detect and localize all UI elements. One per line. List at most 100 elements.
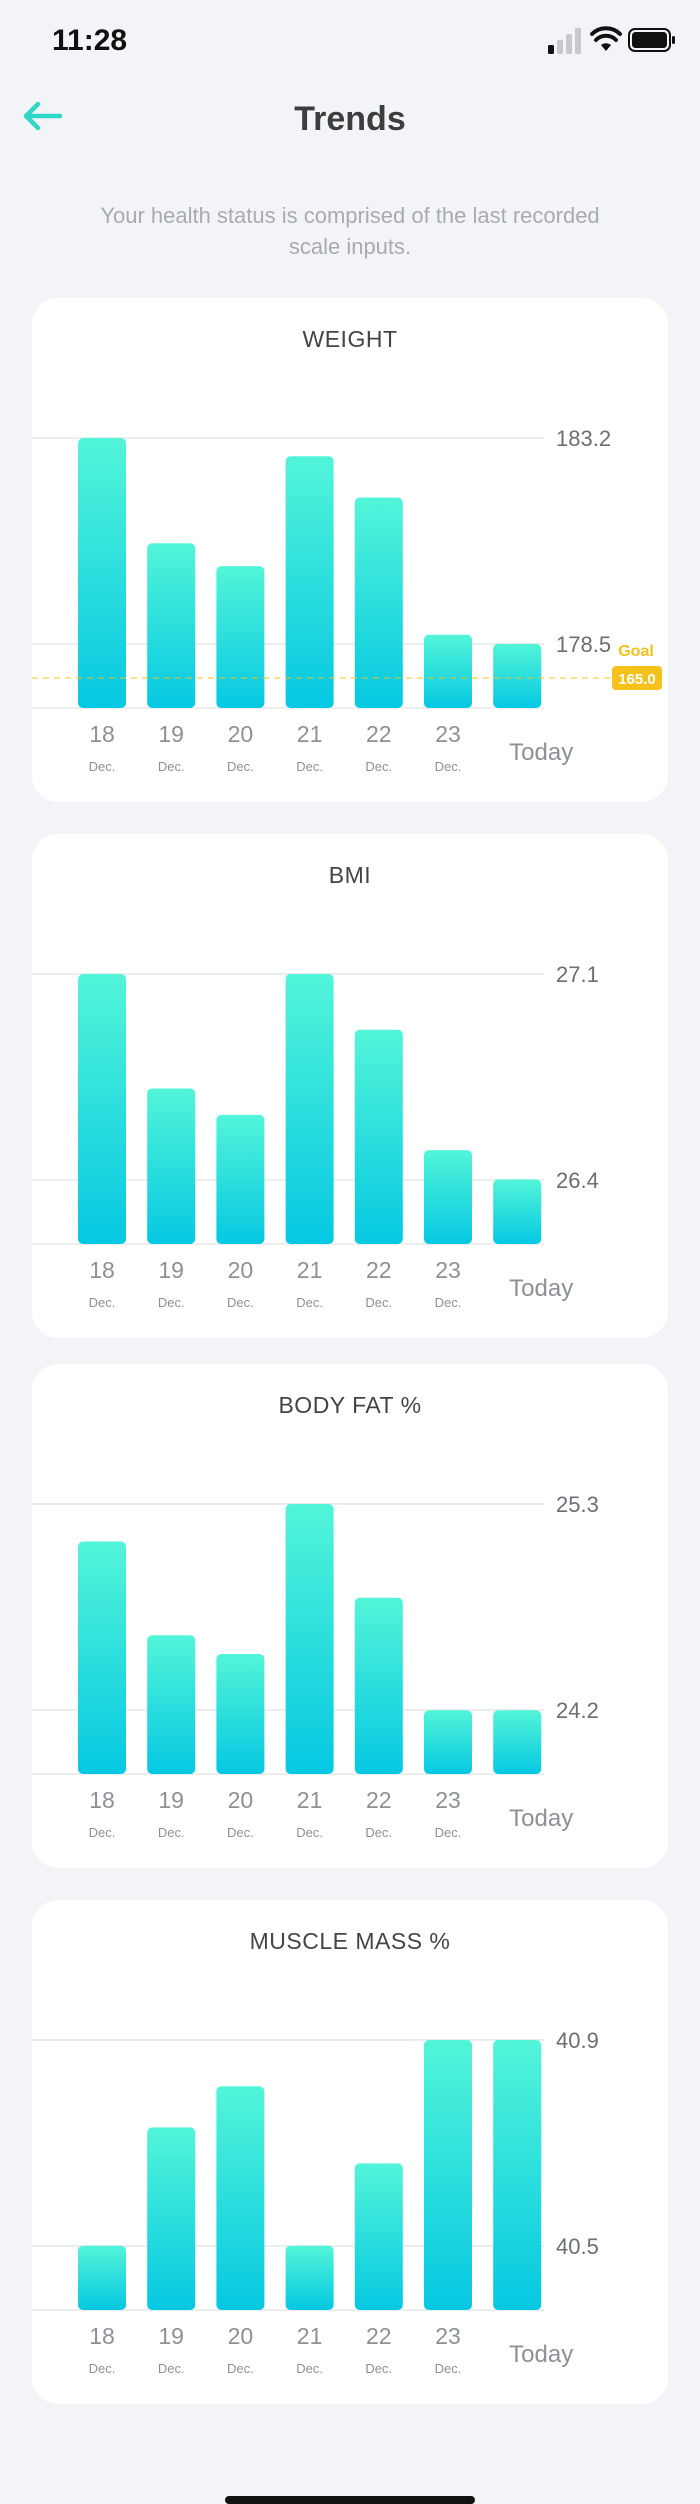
goal-label: Goal bbox=[618, 643, 654, 660]
muscle-mass-card: MUSCLE MASS % 40.9 40.5 18 Dec. 19 Dec. 20 Dec.… bbox=[32, 1900, 668, 2404]
x-tick-sublabel: Dec. bbox=[158, 1825, 185, 1840]
x-tick-label: Today bbox=[509, 739, 573, 766]
bar-today bbox=[493, 1179, 542, 1244]
bar-19 bbox=[147, 1635, 196, 1774]
body-fat-card: BODY FAT % 25.3 24.2 18 Dec. 19 Dec. 20 Dec. 21 D… bbox=[32, 1364, 668, 1868]
bar-22 bbox=[354, 1597, 403, 1774]
card-title: BODY FAT % bbox=[278, 1392, 422, 1418]
bar-21 bbox=[285, 1504, 334, 1774]
x-tick-label: 22 bbox=[366, 721, 392, 747]
y-tick-label: 40.9 bbox=[556, 2028, 599, 2053]
x-tick-label: 22 bbox=[366, 1257, 392, 1283]
x-tick-sublabel: Dec. bbox=[227, 1825, 254, 1840]
x-tick-sublabel: Dec. bbox=[89, 2361, 116, 2376]
bar-18 bbox=[78, 2245, 126, 2310]
x-tick-label: 22 bbox=[366, 1787, 392, 1813]
card-title: WEIGHT bbox=[302, 326, 398, 352]
x-tick-sublabel: Dec. bbox=[435, 759, 462, 774]
x-tick-label: Today bbox=[509, 1805, 573, 1832]
x-tick-sublabel: Dec. bbox=[158, 1295, 185, 1310]
x-tick-sublabel: Dec. bbox=[227, 759, 254, 774]
bar-20 bbox=[216, 566, 265, 708]
x-tick-sublabel: Dec. bbox=[365, 2361, 392, 2376]
y-tick-label: 24.2 bbox=[556, 1698, 599, 1723]
bar-today bbox=[493, 2040, 542, 2310]
bar-today bbox=[493, 643, 542, 708]
x-tick-label: 20 bbox=[228, 721, 254, 747]
x-tick-label: 19 bbox=[158, 2323, 184, 2349]
bmi-card: BMI 27.1 26.4 18 Dec. 19 Dec. 20 Dec. 21 Dec. 22 De… bbox=[32, 834, 668, 1338]
x-tick-label: 20 bbox=[228, 2323, 254, 2349]
x-tick-label: Today bbox=[509, 2341, 573, 2368]
bar-today bbox=[493, 1710, 542, 1774]
bar-21 bbox=[285, 456, 334, 708]
x-tick-label: 21 bbox=[297, 2323, 323, 2349]
bar-19 bbox=[147, 2127, 196, 2310]
bar-23 bbox=[424, 1150, 472, 1244]
wifi-icon bbox=[590, 26, 622, 51]
status-bar: 11:28 bbox=[0, 0, 700, 84]
weight-chart: 183.2 178.5 18 Dec. 19 Dec. 20 Dec. 21 Dec. 22 Dec.… bbox=[32, 426, 662, 774]
weight-card: WEIGHT 183.2 178.5 18 Dec. 19 Dec. 20 Dec. 21 Dec… bbox=[32, 298, 668, 802]
x-tick-sublabel: Dec. bbox=[227, 2361, 254, 2376]
y-tick-label: 40.5 bbox=[556, 2234, 599, 2259]
x-tick-sublabel: Dec. bbox=[296, 1825, 323, 1840]
bar-20 bbox=[216, 2086, 265, 2310]
x-tick-sublabel: Dec. bbox=[435, 1825, 462, 1840]
x-tick-sublabel: Dec. bbox=[89, 759, 116, 774]
page-subtitle: Your health status is comprised of the l… bbox=[100, 203, 600, 259]
x-tick-sublabel: Dec. bbox=[89, 1295, 116, 1310]
bar-20 bbox=[216, 1114, 265, 1244]
bar-23 bbox=[424, 2040, 472, 2310]
status-time: 11:28 bbox=[52, 24, 128, 57]
bar-22 bbox=[354, 2163, 403, 2310]
x-tick-label: 19 bbox=[158, 721, 184, 747]
x-tick-label: 18 bbox=[89, 1787, 115, 1813]
y-tick-label: 183.2 bbox=[556, 426, 611, 451]
x-tick-label: 19 bbox=[158, 1787, 184, 1813]
y-tick-label: 25.3 bbox=[556, 1492, 599, 1517]
x-tick-sublabel: Dec. bbox=[89, 1825, 116, 1840]
x-tick-label: 23 bbox=[435, 1787, 461, 1813]
bmi-chart: 27.1 26.4 18 Dec. 19 Dec. 20 Dec. 21 Dec. 22 Dec. 23… bbox=[32, 962, 599, 1310]
goal-value: 165.0 bbox=[618, 671, 656, 688]
page-title: Trends bbox=[294, 100, 406, 138]
bar-18 bbox=[78, 974, 126, 1244]
bar-20 bbox=[216, 1654, 265, 1774]
x-tick-sublabel: Dec. bbox=[158, 759, 185, 774]
arrow-left-icon[interactable] bbox=[18, 96, 66, 136]
x-tick-label: 23 bbox=[435, 1257, 461, 1283]
x-tick-label: 18 bbox=[89, 721, 115, 747]
x-tick-sublabel: Dec. bbox=[296, 2361, 323, 2376]
x-tick-sublabel: Dec. bbox=[296, 1295, 323, 1310]
bar-23 bbox=[424, 1710, 472, 1774]
muscle-mass-chart: 40.9 40.5 18 Dec. 19 Dec. 20 Dec. 21 Dec. 22 Dec. 23… bbox=[32, 2028, 599, 2376]
x-tick-label: 18 bbox=[89, 1257, 115, 1283]
x-tick-sublabel: Dec. bbox=[435, 1295, 462, 1310]
x-tick-sublabel: Dec. bbox=[296, 759, 323, 774]
bar-19 bbox=[147, 543, 196, 708]
battery-icon bbox=[628, 28, 675, 52]
x-tick-label: 21 bbox=[297, 1257, 323, 1283]
x-tick-label: 22 bbox=[366, 2323, 392, 2349]
bar-19 bbox=[147, 1088, 196, 1244]
y-tick-label: 26.4 bbox=[556, 1168, 599, 1193]
card-title: MUSCLE MASS % bbox=[249, 1928, 451, 1954]
bar-18 bbox=[78, 1541, 126, 1774]
x-tick-sublabel: Dec. bbox=[158, 2361, 185, 2376]
x-tick-sublabel: Dec. bbox=[227, 1295, 254, 1310]
x-tick-label: 23 bbox=[435, 2323, 461, 2349]
y-tick-label: 178.5 bbox=[556, 632, 611, 657]
x-tick-label: 23 bbox=[435, 721, 461, 747]
x-tick-label: 19 bbox=[158, 1257, 184, 1283]
bar-22 bbox=[354, 1029, 403, 1244]
home-indicator[interactable] bbox=[225, 2496, 475, 2504]
x-tick-sublabel: Dec. bbox=[365, 1825, 392, 1840]
bar-22 bbox=[354, 497, 403, 708]
card-title: BMI bbox=[328, 862, 372, 888]
x-tick-label: 21 bbox=[297, 1787, 323, 1813]
x-tick-sublabel: Dec. bbox=[365, 759, 392, 774]
x-tick-sublabel: Dec. bbox=[365, 1295, 392, 1310]
y-tick-label: 27.1 bbox=[556, 962, 599, 987]
x-tick-sublabel: Dec. bbox=[435, 2361, 462, 2376]
